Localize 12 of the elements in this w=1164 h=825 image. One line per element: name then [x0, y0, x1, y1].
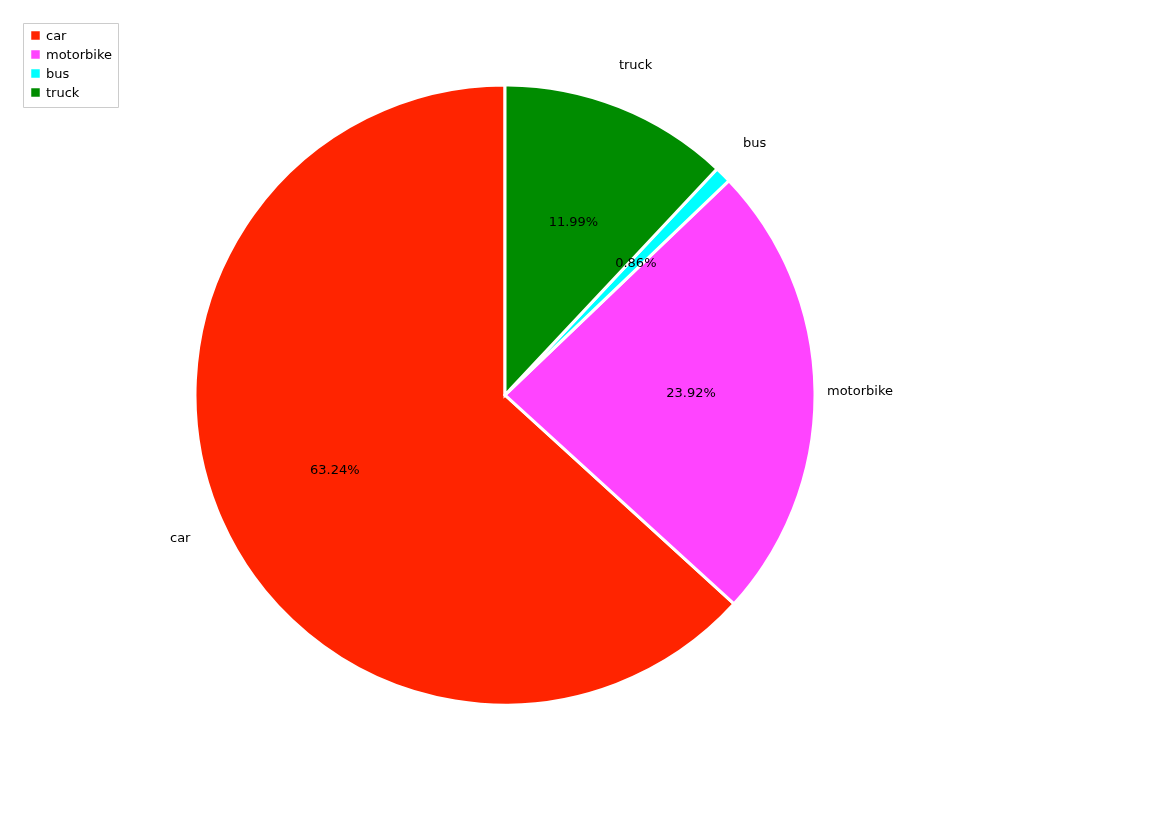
legend-label: truck [46, 84, 80, 100]
legend-label: car [46, 27, 68, 43]
data-label: 63.24% [310, 462, 360, 478]
data-label: 0.86% [615, 254, 657, 270]
slice-label: car [170, 530, 192, 546]
slice-label: bus [743, 134, 767, 150]
data-label: 11.99% [548, 214, 599, 230]
legend-label: motorbike [46, 46, 112, 62]
slice-label: motorbike [827, 382, 893, 398]
slice-label: truck [618, 56, 653, 72]
data-label: 23.92% [666, 384, 716, 400]
legend-label: bus [46, 65, 70, 81]
